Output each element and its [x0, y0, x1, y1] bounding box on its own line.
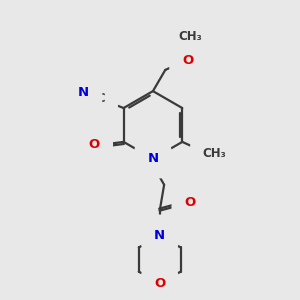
Text: O: O	[154, 277, 165, 290]
Text: N: N	[147, 152, 158, 165]
Text: N: N	[78, 86, 89, 99]
Text: O: O	[88, 138, 100, 151]
Text: C: C	[95, 92, 105, 105]
Text: CH₃: CH₃	[179, 30, 202, 43]
Text: O: O	[182, 54, 194, 67]
Text: CH₃: CH₃	[202, 147, 226, 160]
Text: N: N	[154, 228, 165, 241]
Text: N: N	[154, 229, 165, 242]
Text: O: O	[185, 196, 196, 209]
